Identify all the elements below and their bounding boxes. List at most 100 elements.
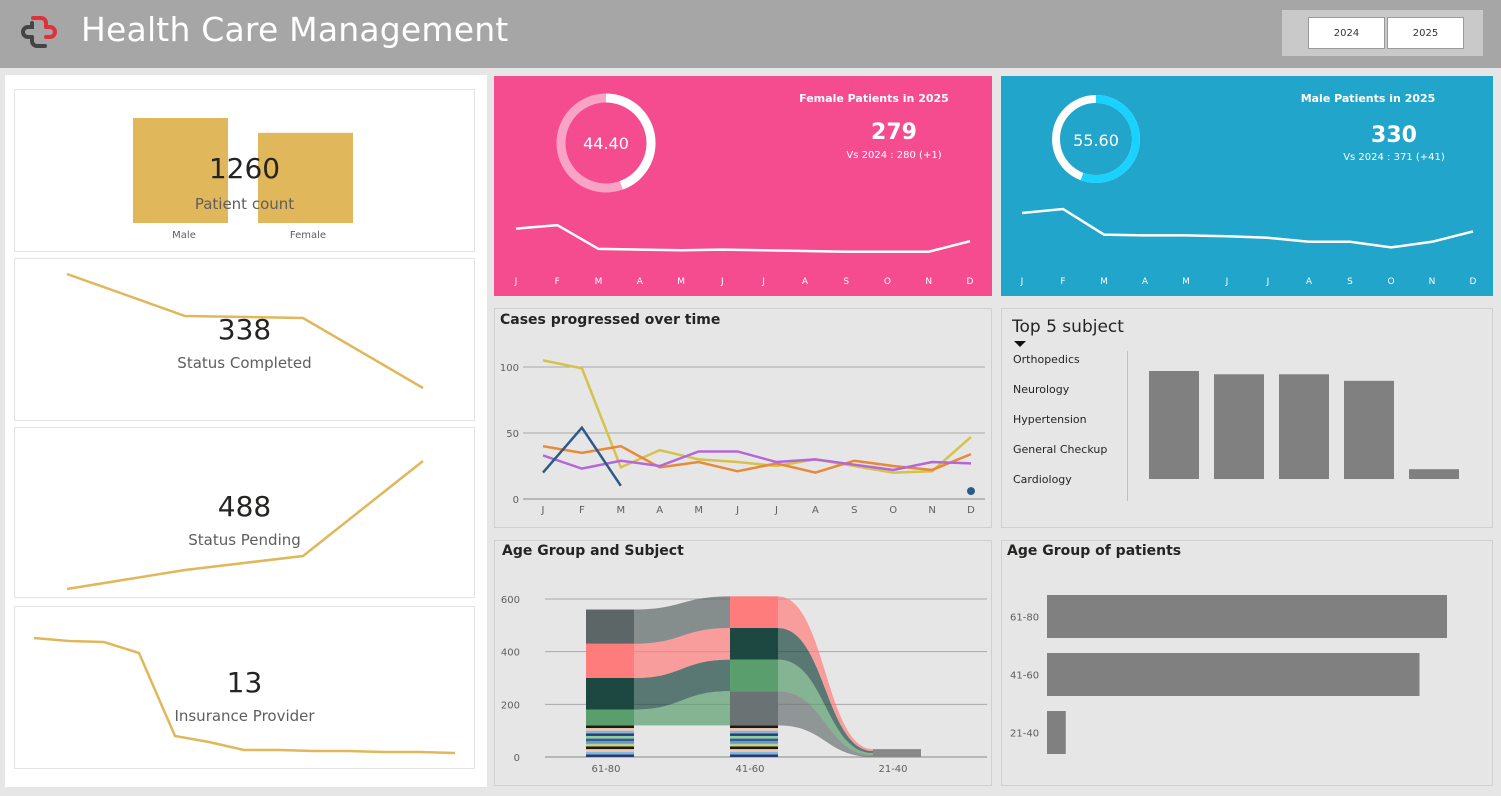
header-bar: Health Care Management 2024 2025 xyxy=(0,0,1501,68)
ribbon-segment[interactable] xyxy=(730,659,778,692)
subject-item[interactable]: Orthopedics xyxy=(1013,353,1080,366)
ribbon-segment[interactable] xyxy=(730,691,778,726)
month-label: M xyxy=(677,277,685,287)
patient-count-card[interactable]: Male Female 1260 Patient count xyxy=(14,89,475,252)
month-label: S xyxy=(843,277,849,287)
status-completed-card[interactable]: 338 Status Completed xyxy=(14,258,475,421)
month-label: J xyxy=(1225,277,1229,287)
year-slicer: 2024 2025 xyxy=(1282,10,1483,56)
year-2025-button[interactable]: 2025 xyxy=(1387,17,1464,49)
x-tick-label: N xyxy=(928,505,935,516)
month-label: F xyxy=(1060,277,1065,287)
male-trend-line xyxy=(1021,207,1474,249)
month-label: A xyxy=(1306,277,1313,287)
ribbon-segment[interactable] xyxy=(586,643,634,678)
ribbon-band xyxy=(634,659,730,710)
bar-male xyxy=(133,118,228,223)
ribbon-segment[interactable] xyxy=(873,749,921,757)
age-group-card[interactable]: Age Group of patients 61-80 41-60 21-40 xyxy=(1001,540,1493,786)
age-bar[interactable] xyxy=(1047,595,1447,638)
series-line xyxy=(542,444,972,474)
ribbon-segment[interactable] xyxy=(586,678,634,710)
ribbon-segment-small xyxy=(586,743,634,747)
month-label: J xyxy=(761,277,765,287)
subject-bar[interactable] xyxy=(1279,374,1329,479)
x-tick-label: M xyxy=(694,505,703,516)
month-label: D xyxy=(967,277,974,287)
age-bar[interactable] xyxy=(1047,711,1066,754)
subject-item[interactable]: Neurology xyxy=(1013,383,1070,396)
y-tick-label: 400 xyxy=(501,648,520,659)
sort-down-icon[interactable] xyxy=(1014,341,1026,349)
patient-count-value: 1260 xyxy=(208,152,281,185)
y-category-label: 61-80 xyxy=(1010,613,1039,624)
month-label: M xyxy=(1100,277,1108,287)
ribbon-band xyxy=(634,691,730,726)
month-label: S xyxy=(1347,277,1353,287)
y-tick-label: 0 xyxy=(514,753,520,764)
month-label: A xyxy=(637,277,644,287)
y-tick-label: 100 xyxy=(500,363,519,374)
status-pending-value: 488 xyxy=(217,490,272,523)
ribbon-segment-small xyxy=(586,725,634,729)
month-label: F xyxy=(555,277,560,287)
top-subject-card[interactable]: Top 5 subject Orthopedics Neurology Hype… xyxy=(1001,308,1493,528)
subject-bar[interactable] xyxy=(1149,371,1199,479)
ribbon-segment-small xyxy=(730,725,778,729)
age-bar[interactable] xyxy=(1047,653,1420,696)
ribbon-band xyxy=(778,691,873,757)
patient-count-bars: Male Female xyxy=(133,118,353,241)
subject-item[interactable]: General Checkup xyxy=(1013,443,1108,456)
month-label: A xyxy=(802,277,809,287)
x-tick-label: D xyxy=(967,505,975,516)
x-tick-label: 41-60 xyxy=(735,764,764,775)
age-group-bar-chart: 61-80 41-60 21-40 xyxy=(1010,595,1447,754)
status-completed-value: 338 xyxy=(217,313,272,346)
subject-bar[interactable] xyxy=(1409,469,1459,479)
insurance-provider-value: 13 xyxy=(226,666,263,699)
bar-female xyxy=(258,132,353,223)
female-patients-card[interactable]: J F M A M J J A S O N D 44.40 Female Patients in 20… xyxy=(494,76,992,296)
pending-sparkline xyxy=(66,460,424,591)
ribbon-segment-small xyxy=(730,751,778,755)
y-category-label: 41-60 xyxy=(1010,671,1039,682)
age-subject-card[interactable]: Age Group and Subject 0 200 400 600 61-80 41-… xyxy=(494,540,992,786)
ribbon-segment[interactable] xyxy=(586,709,634,726)
insurance-provider-card[interactable]: 13 Insurance Provider xyxy=(14,606,475,769)
female-card-title: Female Patients in 2025 xyxy=(799,92,949,105)
subject-item[interactable]: Hypertension xyxy=(1013,413,1087,426)
x-tick-label: A xyxy=(812,505,819,516)
subject-bar[interactable] xyxy=(1344,380,1394,479)
x-label-male: Male xyxy=(172,230,196,241)
male-patients-card[interactable]: J F M A M J J A S O N D 55.60 Male Patients in 2025… xyxy=(1001,76,1493,296)
x-tick-label: S xyxy=(851,505,857,516)
ribbon-band xyxy=(634,596,730,644)
male-card-title: Male Patients in 2025 xyxy=(1300,92,1436,105)
ribbon-segment[interactable] xyxy=(586,609,634,644)
status-pending-card[interactable]: 488 Status Pending xyxy=(14,427,475,598)
female-trend-line xyxy=(515,223,971,253)
ribbon-segment-small xyxy=(586,728,634,731)
month-label: N xyxy=(1429,277,1436,287)
month-label: M xyxy=(1182,277,1190,287)
series-point xyxy=(967,487,975,496)
ribbon-segment-small xyxy=(586,730,634,734)
x-label-female: Female xyxy=(290,230,326,241)
ribbon-segment-small xyxy=(730,743,778,747)
subject-item[interactable]: Cardiology xyxy=(1013,473,1072,486)
month-label: O xyxy=(1387,277,1394,287)
x-tick-label: J xyxy=(541,505,545,516)
ribbon-segment-small xyxy=(586,735,634,739)
ribbon-segment[interactable] xyxy=(730,627,778,660)
ribbon-segment-small xyxy=(586,749,634,752)
ribbon-segment-small xyxy=(586,738,634,742)
male-ring-progress xyxy=(1052,95,1140,183)
ribbon-segment-small xyxy=(586,746,634,750)
male-count: 330 xyxy=(1371,123,1417,148)
kpi-panel: Male Female 1260 Patient count 338 Statu… xyxy=(5,75,487,787)
subject-bar[interactable] xyxy=(1214,374,1264,479)
ribbon-segment[interactable] xyxy=(730,596,778,628)
year-2024-button[interactable]: 2024 xyxy=(1308,17,1385,49)
cases-over-time-card[interactable]: Cases progressed over time 0 50 100 J F M A M J J… xyxy=(494,308,992,528)
